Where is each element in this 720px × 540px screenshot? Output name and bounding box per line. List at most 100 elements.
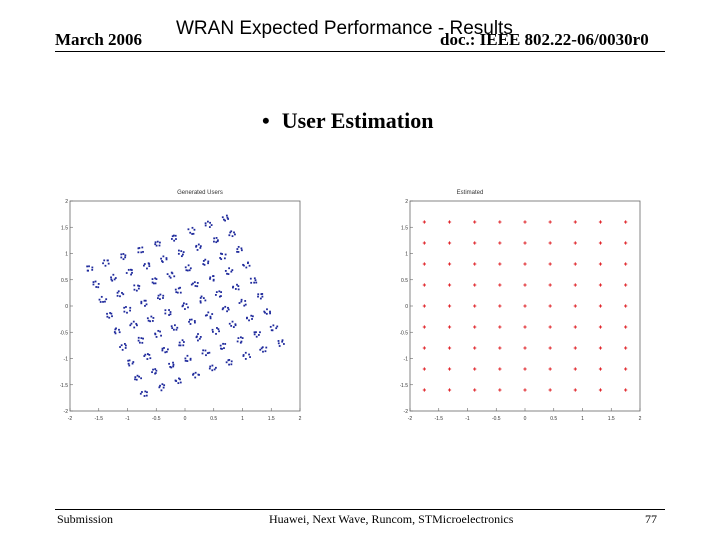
- slide-title: WRAN Expected Performance - Results: [176, 18, 513, 39]
- user-point: [135, 378, 138, 381]
- user-point: [115, 327, 117, 330]
- user-point: [211, 328, 214, 331]
- user-point: [276, 325, 279, 328]
- user-point: [110, 278, 113, 281]
- y-tick-label: 1: [65, 252, 68, 258]
- user-point: [125, 306, 127, 308]
- user-point: [190, 283, 193, 286]
- user-point: [114, 328, 117, 331]
- bullet-item: • User Estimation: [262, 108, 433, 134]
- user-point: [163, 384, 166, 387]
- estimate-point: [473, 304, 477, 308]
- user-point: [168, 309, 170, 311]
- user-point: [227, 218, 230, 220]
- estimate-point: [473, 346, 477, 350]
- user-point: [164, 312, 167, 315]
- user-point: [103, 259, 106, 262]
- x-tick-label: -1.5: [94, 416, 103, 422]
- user-point: [146, 358, 149, 360]
- user-point: [194, 371, 197, 374]
- estimate-point: [573, 388, 577, 392]
- user-point: [147, 319, 150, 322]
- estimate-point: [548, 388, 552, 392]
- user-point: [160, 389, 163, 392]
- user-point: [113, 278, 116, 281]
- user-point: [110, 276, 112, 279]
- user-point: [191, 233, 194, 235]
- user-point: [253, 277, 256, 280]
- y-tick-label: -1.5: [60, 383, 68, 389]
- user-point: [146, 353, 149, 355]
- x-tick-label: -1: [465, 416, 470, 422]
- user-point: [177, 252, 180, 255]
- user-point: [260, 347, 263, 350]
- user-point: [205, 354, 207, 357]
- x-tick-label: -0.5: [152, 416, 161, 422]
- user-point: [265, 346, 268, 349]
- user-point: [154, 282, 157, 285]
- user-point: [233, 231, 235, 234]
- estimate-point: [498, 304, 502, 308]
- user-point: [228, 363, 230, 366]
- user-point: [228, 267, 231, 270]
- user-point: [220, 258, 223, 261]
- estimate-point: [447, 220, 452, 224]
- user-point: [129, 306, 132, 309]
- estimate-point: [523, 241, 527, 245]
- user-point: [129, 324, 132, 327]
- user-point: [230, 324, 233, 327]
- estimate-point: [624, 367, 628, 371]
- user-point: [211, 369, 214, 372]
- user-point: [178, 344, 181, 347]
- user-point: [174, 288, 177, 291]
- user-point: [202, 349, 205, 352]
- user-point: [182, 302, 185, 305]
- estimate-point: [447, 304, 452, 308]
- user-point: [154, 243, 157, 246]
- user-point: [186, 269, 189, 272]
- user-point: [249, 356, 251, 358]
- user-point: [247, 261, 249, 264]
- user-point: [143, 355, 146, 357]
- page-number: 77: [645, 512, 657, 526]
- user-point: [204, 299, 207, 302]
- user-point: [138, 247, 141, 249]
- user-point: [143, 299, 146, 302]
- user-point: [211, 330, 214, 333]
- user-point: [179, 286, 182, 289]
- user-point: [132, 361, 135, 363]
- user-point: [201, 352, 204, 355]
- user-point: [159, 384, 161, 387]
- user-point: [152, 368, 154, 371]
- user-point: [152, 317, 155, 319]
- user-point: [204, 222, 207, 225]
- user-point: [139, 392, 142, 395]
- x-tick-label: 0: [524, 416, 527, 422]
- estimate-point: [573, 241, 577, 245]
- user-point: [221, 253, 224, 255]
- user-point: [264, 311, 266, 314]
- user-point: [248, 353, 250, 356]
- user-point: [161, 383, 164, 386]
- user-point: [174, 234, 177, 237]
- user-point: [161, 347, 164, 350]
- estimate-point: [624, 304, 628, 308]
- user-point: [124, 347, 127, 349]
- y-tick-label: 1.5: [401, 225, 408, 231]
- user-point: [138, 285, 141, 287]
- estimate-point: [573, 283, 577, 287]
- user-point: [132, 320, 135, 323]
- user-point: [166, 273, 169, 276]
- generated-users-scatter: Generated Users -2 -1.5 -1 -0.5 0 0.5 1 1.5 2 2 1.…: [60, 190, 302, 422]
- estimate-point: [548, 283, 552, 287]
- estimate-point: [624, 241, 628, 245]
- user-point: [227, 359, 230, 362]
- user-point: [221, 216, 224, 219]
- user-point: [253, 281, 256, 284]
- user-point: [177, 249, 180, 252]
- user-point: [211, 364, 214, 367]
- user-point: [244, 303, 247, 306]
- estimate-point: [422, 367, 426, 371]
- estimate-point: [523, 325, 527, 329]
- user-point: [169, 365, 172, 368]
